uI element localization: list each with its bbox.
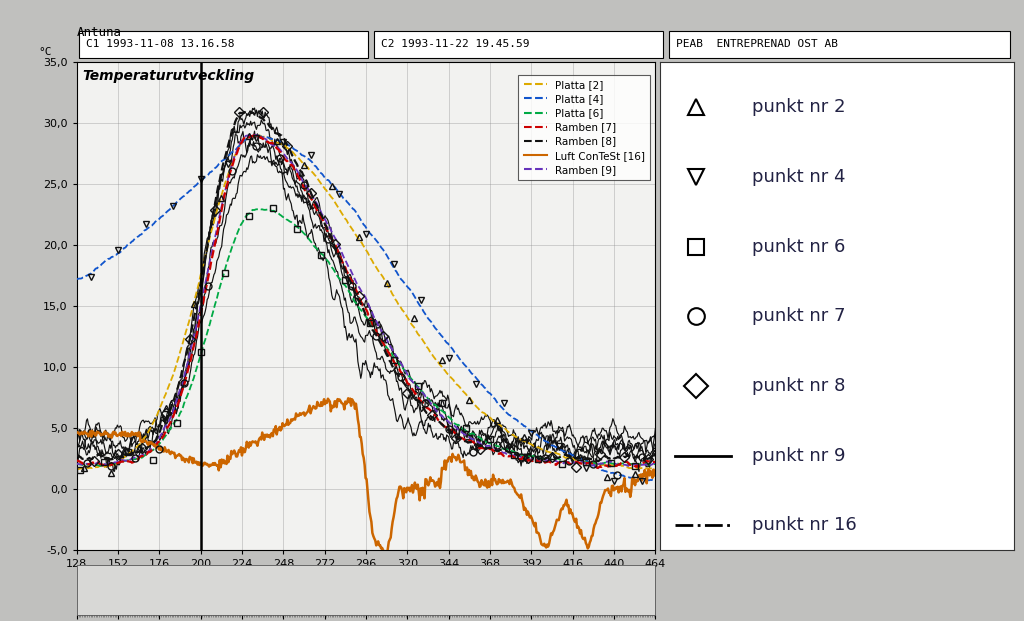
Text: punkt nr 7: punkt nr 7	[753, 307, 846, 325]
Text: punkt nr 16: punkt nr 16	[753, 516, 857, 534]
Text: punkt nr 9: punkt nr 9	[753, 446, 846, 465]
Text: punkt nr 6: punkt nr 6	[753, 238, 846, 256]
Text: C2 1993-11-22 19.45.59: C2 1993-11-22 19.45.59	[381, 39, 529, 49]
Text: punkt nr 2: punkt nr 2	[753, 98, 846, 116]
Legend: Platta [2], Platta [4], Platta [6], Ramben [7], Ramben [8], Luft ConTeSt [16], R: Platta [2], Platta [4], Platta [6], Ramb…	[518, 75, 650, 180]
Text: PEAB  ENTREPRENAD OST AB: PEAB ENTREPRENAD OST AB	[677, 39, 839, 49]
Text: punkt nr 4: punkt nr 4	[753, 168, 846, 186]
Text: C1 1993-11-08 13.16.58: C1 1993-11-08 13.16.58	[86, 39, 234, 49]
X-axis label: Relativ tid efter gjutstart av platta [h]: Relativ tid efter gjutstart av platta [h…	[267, 588, 465, 598]
Bar	[669, 30, 1010, 58]
Bar	[374, 30, 664, 58]
Text: °C: °C	[38, 47, 51, 57]
Text: Temperaturutveckling: Temperaturutveckling	[83, 70, 255, 83]
Text: punkt nr 8: punkt nr 8	[753, 377, 846, 395]
Text: Antuna: Antuna	[77, 25, 122, 39]
Bar	[79, 30, 369, 58]
